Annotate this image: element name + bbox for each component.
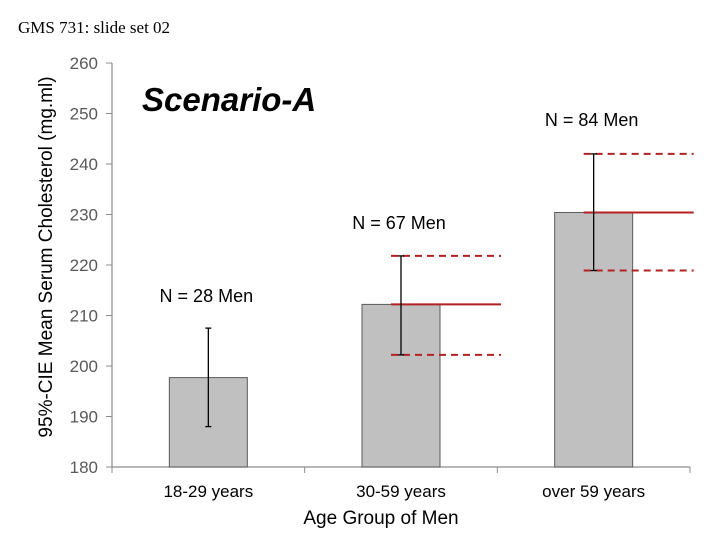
labels: Scenario-A N = 28 Men N = 67 Men N = 84 Men [142,81,638,306]
y-tick-label: 190 [70,408,98,427]
reference-lines [391,152,694,356]
x-tick-label: over 59 years [542,482,645,501]
y-tick-label: 250 [70,105,98,124]
axes: 180 190 200 210 220 230 240 250 260 18-29 years 30… [36,54,691,529]
sample-size-label: N = 28 Men [160,286,254,306]
sample-size-label: N = 67 Men [352,213,446,233]
y-axis-title: 95%-CIE Mean Serum Cholesterol (mg.ml) [36,76,57,437]
error-bars [205,153,597,428]
y-tick-label: 240 [70,155,98,174]
x-tick-label: 30-59 years [356,482,446,501]
y-tick-label: 230 [70,206,98,225]
x-tick-label: 18-29 years [163,482,253,501]
y-tick-label: 260 [70,54,98,73]
sample-size-label: N = 84 Men [545,110,639,130]
chart-title: Scenario-A [142,81,316,118]
y-tick-label: 200 [70,357,98,376]
slide-header: GMS 731: slide set 02 [18,18,171,37]
y-tick-label: 220 [70,256,98,275]
x-axis-title: Age Group of Men [303,508,458,529]
y-tick-label: 180 [70,458,98,477]
y-tick-label: 210 [70,307,98,326]
